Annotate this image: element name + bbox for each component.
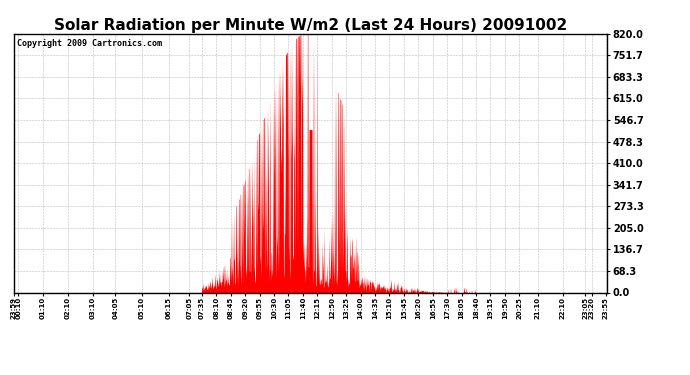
Text: Copyright 2009 Cartronics.com: Copyright 2009 Cartronics.com bbox=[17, 39, 161, 48]
Title: Solar Radiation per Minute W/m2 (Last 24 Hours) 20091002: Solar Radiation per Minute W/m2 (Last 24… bbox=[54, 18, 567, 33]
